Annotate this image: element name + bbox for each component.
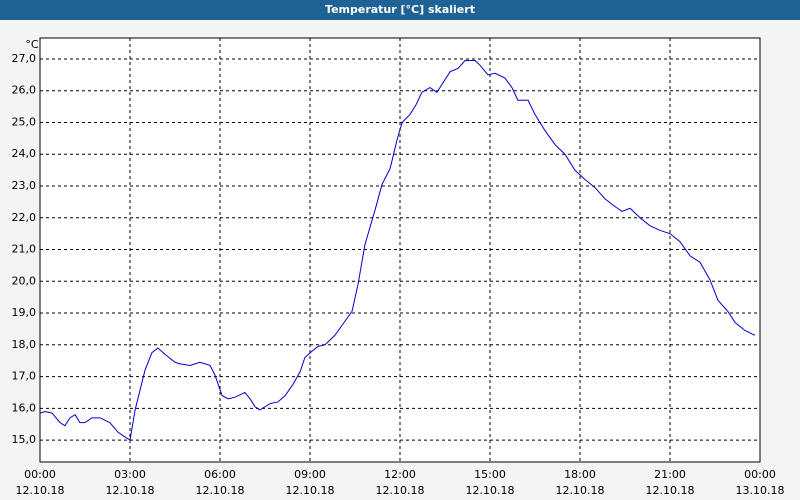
x-tick-date: 12.10.18	[286, 484, 335, 497]
x-tick-label: 15:00	[474, 468, 506, 481]
x-tick-date: 12.10.18	[466, 484, 515, 497]
x-tick-label: 09:00	[294, 468, 326, 481]
y-tick-label: 21,0	[12, 243, 37, 256]
y-unit: °C	[25, 38, 39, 51]
y-tick-label: 22,0	[12, 211, 37, 224]
data-line	[39, 60, 756, 441]
y-tick-label: 19,0	[12, 306, 37, 319]
x-tick-date: 13.10.18	[736, 484, 785, 497]
x-tick-date: 12.10.18	[556, 484, 605, 497]
x-tick-label: 12:00	[384, 468, 416, 481]
y-tick-label: 25,0	[12, 115, 37, 128]
x-tick-date: 12.10.18	[196, 484, 245, 497]
plot-frame	[39, 37, 761, 463]
x-tick-label: 21:00	[654, 468, 686, 481]
x-tick-label: 00:00	[744, 468, 776, 481]
x-tick-label: 00:00	[24, 468, 56, 481]
title-bar	[0, 0, 800, 20]
y-tick-label: 15,0	[12, 433, 37, 446]
y-tick-label: 23,0	[12, 179, 37, 192]
y-tick-label: 17,0	[12, 370, 37, 383]
y-tick-label: 27,0	[12, 52, 37, 65]
y-tick-label: 16,0	[12, 401, 37, 414]
chart-title: Temperatur [°C] skaliert	[325, 3, 475, 16]
x-tick-date: 12.10.18	[646, 484, 695, 497]
x-tick-label: 06:00	[204, 468, 236, 481]
x-tick-date: 12.10.18	[16, 484, 65, 497]
x-tick-label: 03:00	[114, 468, 146, 481]
y-tick-label: 26,0	[12, 84, 37, 97]
y-tick-label: 18,0	[12, 338, 37, 351]
x-tick-date: 12.10.18	[376, 484, 425, 497]
y-tick-label: 20,0	[12, 274, 37, 287]
x-tick-label: 18:00	[564, 468, 596, 481]
x-tick-date: 12.10.18	[106, 484, 155, 497]
y-tick-label: 24,0	[12, 147, 37, 160]
